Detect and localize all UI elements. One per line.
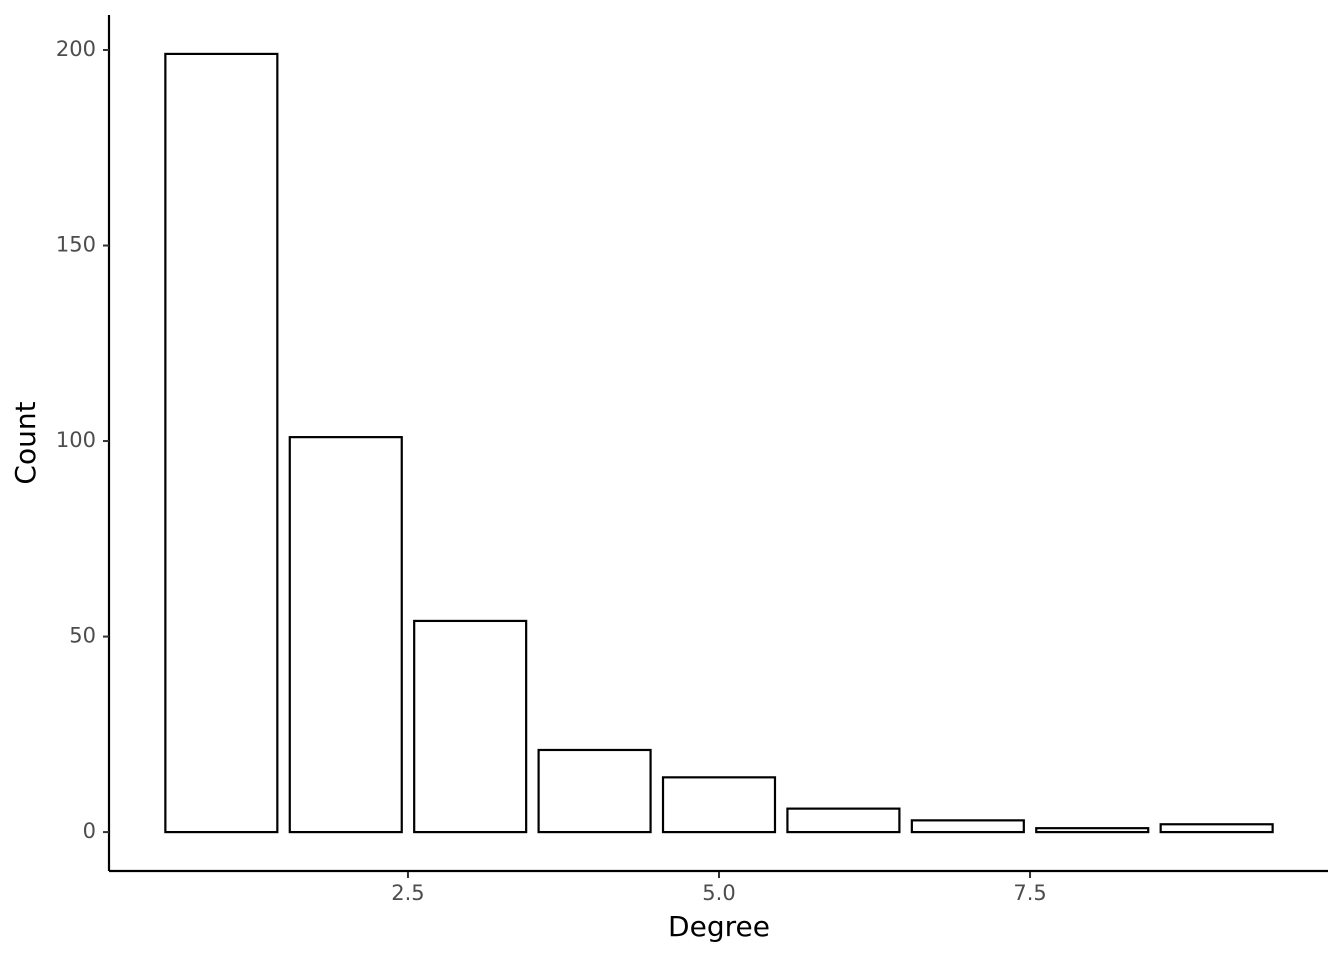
y-tick-label: 100 — [56, 428, 96, 452]
x-axis-title: Degree — [668, 910, 770, 943]
bar — [288, 436, 403, 834]
bar — [413, 619, 528, 834]
y-tick-label: 50 — [69, 624, 96, 648]
y-axis-title: Count — [9, 401, 42, 484]
bar — [661, 776, 777, 834]
x-tick-label: 5.0 — [702, 881, 735, 905]
x-tick-label: 2.5 — [391, 881, 424, 905]
bar — [1159, 823, 1274, 834]
x-tick-label: 7.5 — [1013, 881, 1046, 905]
bar — [786, 807, 901, 834]
bar — [1035, 827, 1150, 834]
bar — [164, 52, 279, 834]
y-tick-label: 0 — [83, 819, 96, 843]
bar — [910, 819, 1025, 834]
y-tick-label: 200 — [56, 37, 96, 61]
y-tick-label: 150 — [56, 233, 96, 257]
bar — [537, 748, 652, 834]
